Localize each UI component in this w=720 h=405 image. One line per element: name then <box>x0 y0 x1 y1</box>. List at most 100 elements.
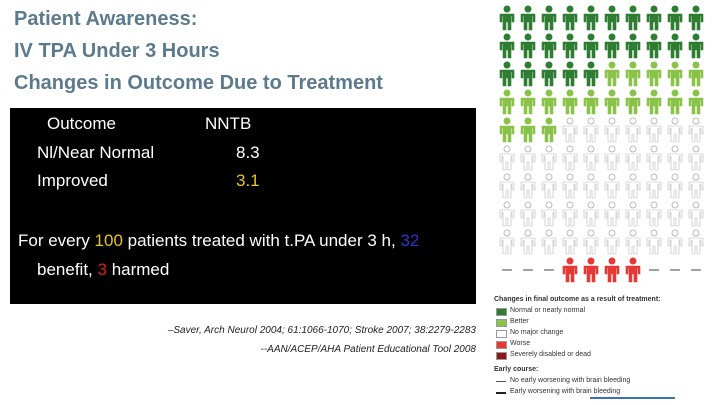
person-icon <box>646 181 662 199</box>
person-icon <box>671 145 679 153</box>
person-icon <box>583 209 599 227</box>
person-icon <box>562 265 578 283</box>
person-icon <box>524 117 532 125</box>
person-icon <box>692 173 700 181</box>
person-icon <box>604 181 620 199</box>
person-icon <box>604 97 620 115</box>
person-icon <box>667 97 683 115</box>
person-icon <box>629 117 637 125</box>
person-icon <box>629 33 637 41</box>
person-icon <box>503 117 511 125</box>
person-icon <box>646 237 662 255</box>
person-icon <box>541 125 557 143</box>
person-icon <box>650 173 658 181</box>
person-icon <box>524 201 532 209</box>
person-icon <box>667 41 683 59</box>
person-icon <box>562 97 578 115</box>
person-icon <box>499 209 515 227</box>
person-icon <box>671 33 679 41</box>
person-icon <box>688 237 704 255</box>
person-icon <box>692 117 700 125</box>
person-icon <box>587 173 595 181</box>
person-icon <box>650 33 658 41</box>
person-icon <box>646 153 662 171</box>
person-icon <box>629 257 637 265</box>
person-icon <box>583 97 599 115</box>
person-icon <box>566 89 574 97</box>
person-icon <box>566 117 574 125</box>
person-icon <box>545 61 553 69</box>
person-icon <box>566 229 574 237</box>
person-icon <box>688 125 704 143</box>
person-icon <box>520 69 536 87</box>
person-icon <box>562 41 578 59</box>
person-icon <box>692 61 700 69</box>
person-icon <box>499 69 515 87</box>
summary-number: 32 <box>400 231 420 250</box>
person-icon <box>646 13 662 31</box>
person-icon <box>650 201 658 209</box>
legend-item: No major change <box>510 329 564 336</box>
person-icon <box>520 13 536 31</box>
summary-text: benefit, <box>37 260 98 279</box>
title-line: Patient Awareness: <box>14 8 198 30</box>
person-icon <box>566 145 574 153</box>
person-icon <box>587 145 595 153</box>
person-icon <box>562 125 578 143</box>
person-icon <box>566 201 574 209</box>
person-icon <box>692 89 700 97</box>
table-cell: Nl/Near Normal <box>37 143 155 162</box>
person-icon <box>608 61 616 69</box>
person-icon <box>646 97 662 115</box>
person-icon <box>608 145 616 153</box>
table-cell: 8.3 <box>236 143 260 162</box>
summary-text: For every <box>18 231 95 250</box>
person-icon <box>625 265 641 283</box>
person-icon <box>524 33 532 41</box>
person-icon <box>667 69 683 87</box>
person-icon <box>629 145 637 153</box>
legend-dash <box>496 392 506 394</box>
person-icon <box>604 209 620 227</box>
person-icon <box>625 13 641 31</box>
person-icon <box>671 89 679 97</box>
person-icon <box>562 237 578 255</box>
person-icon <box>503 61 511 69</box>
person-icon <box>499 97 515 115</box>
person-icon <box>503 89 511 97</box>
person-icon <box>562 13 578 31</box>
person-icon <box>583 41 599 59</box>
person-icon <box>650 89 658 97</box>
summary-text: harmed <box>106 260 170 279</box>
title-line: Changes in Outcome Due to Treatment <box>14 72 383 94</box>
legend-swatch <box>496 341 507 349</box>
person-icon <box>646 69 662 87</box>
person-icon <box>692 201 700 209</box>
person-icon <box>545 173 553 181</box>
person-icon <box>671 229 679 237</box>
person-icon <box>692 229 700 237</box>
person-icon <box>625 41 641 59</box>
person-icon <box>688 13 704 31</box>
person-icon <box>499 41 515 59</box>
legend-item: Early worsening with brain bleeding <box>510 388 621 395</box>
table-cell: Improved <box>37 171 108 190</box>
person-icon <box>625 209 641 227</box>
person-icon <box>625 181 641 199</box>
person-icon <box>587 89 595 97</box>
person-icon <box>520 97 536 115</box>
person-icon <box>545 33 553 41</box>
legend-dash <box>496 381 506 382</box>
person-icon <box>541 237 557 255</box>
person-icon <box>503 173 511 181</box>
person-icon <box>608 257 616 265</box>
person-icon <box>524 89 532 97</box>
person-icon <box>671 173 679 181</box>
person-icon <box>650 61 658 69</box>
person-icon <box>688 97 704 115</box>
legend-heading: Early course: <box>494 366 539 373</box>
person-icon <box>667 153 683 171</box>
person-icon <box>587 201 595 209</box>
table-header: Outcome <box>47 114 116 133</box>
person-icon <box>604 153 620 171</box>
